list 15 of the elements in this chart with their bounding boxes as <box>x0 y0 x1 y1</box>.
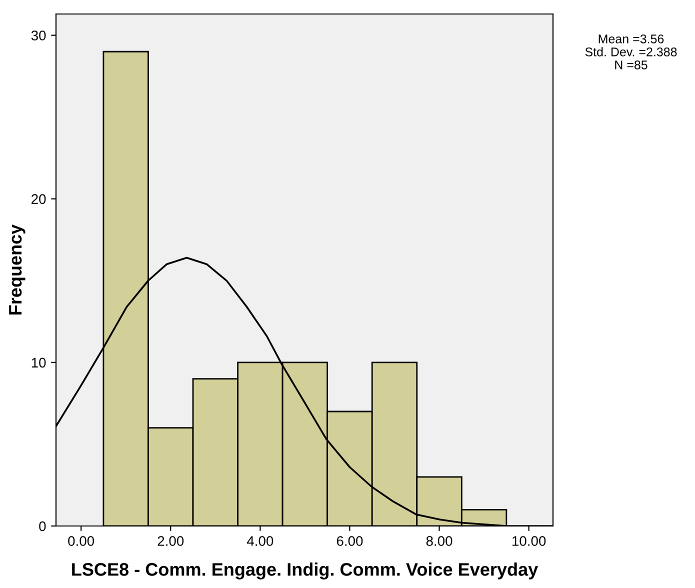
text: N =85 <box>615 60 648 70</box>
x-tick-label: 10.00 <box>512 536 546 546</box>
text: Mean =3.56 <box>598 34 664 44</box>
y-axis-title: Frequency <box>9 224 26 314</box>
text: Std. Dev. =2.388 <box>585 47 677 56</box>
y-tick-label: 20 <box>32 194 46 204</box>
x-tick-label: 4.00 <box>246 536 274 546</box>
x-tick-label: 6.00 <box>336 536 363 546</box>
x-axis-title: LSCE8 - Comm. Engage. Indig. Comm. Voice Everyday <box>72 562 538 580</box>
y-tick-label: 30 <box>31 30 46 40</box>
x-tick-label: 8.00 <box>426 536 452 546</box>
y-tick-label: 0 <box>39 521 46 532</box>
x-tick-label: 2.00 <box>158 536 184 546</box>
x-tick-label: 0.00 <box>68 536 94 546</box>
y-tick-label: 10 <box>32 358 46 368</box>
